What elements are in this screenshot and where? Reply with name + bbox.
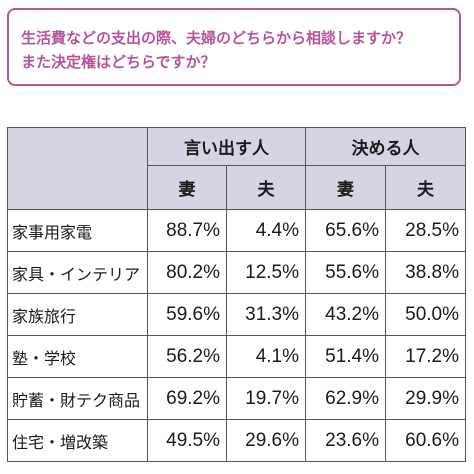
cell-value: 31.3% [226,293,306,336]
row-label: 家事用家電 [7,209,148,252]
cell-value: 38.8% [385,251,466,294]
table-row: 貯蓄・財テク商品 69.2% 19.7% 62.9% 29.9% [7,377,466,420]
subheader-decider-wife: 妻 [305,165,386,210]
cell-value: 69.2% [147,377,227,420]
cell-value: 43.2% [305,293,386,336]
table-row: 塾・学校 56.2% 4.1% 51.4% 17.2% [7,335,466,378]
question-box: 生活費などの支出の際、夫婦のどちらから相談しますか？ また決定権はどちらですか？ [7,8,461,86]
cell-value: 17.2% [385,335,466,378]
cell-value: 80.2% [147,251,227,294]
results-table: 言い出す人 決める人 妻 夫 妻 夫 家事用家電 88.7% 4.4% 65.6… [7,127,466,462]
cell-value: 59.6% [147,293,227,336]
cell-value: 49.5% [147,419,227,462]
table-row: 住宅・増改築 49.5% 29.6% 23.6% 60.6% [7,419,466,462]
question-line-2: また決定権はどちらですか？ [21,53,216,71]
cell-value: 23.6% [305,419,386,462]
table-row: 家事用家電 88.7% 4.4% 65.6% 28.5% [7,209,466,252]
table-header-row: 言い出す人 決める人 [7,127,466,210]
table-row: 家族旅行 59.6% 31.3% 43.2% 50.0% [7,293,466,336]
cell-value: 60.6% [385,419,466,462]
question-line-1: 生活費などの支出の際、夫婦のどちらから相談しますか？ [21,29,412,47]
table-row: 家具・インテリア 80.2% 12.5% 55.6% 38.8% [7,251,466,294]
row-label: 家具・インテリア [7,251,148,294]
cell-value: 4.1% [226,335,306,378]
table-corner-cell [7,127,148,210]
cell-value: 50.0% [385,293,466,336]
row-label: 住宅・増改築 [7,419,148,462]
cell-value: 19.7% [226,377,306,420]
cell-value: 29.6% [226,419,306,462]
row-label: 塾・学校 [7,335,148,378]
cell-value: 29.9% [385,377,466,420]
cell-value: 62.9% [305,377,386,420]
cell-value: 4.4% [226,209,306,252]
cell-value: 88.7% [147,209,227,252]
cell-value: 51.4% [305,335,386,378]
header-proposer: 言い出す人 [147,127,306,166]
cell-value: 55.6% [305,251,386,294]
subheader-proposer-wife: 妻 [147,165,227,210]
subheader-decider-husband: 夫 [385,165,466,210]
cell-value: 56.2% [147,335,227,378]
cell-value: 12.5% [226,251,306,294]
header-decider: 決める人 [305,127,466,166]
row-label: 家族旅行 [7,293,148,336]
table-subheader-row: 妻 夫 妻 夫 [8,165,466,210]
subheader-proposer-husband: 夫 [226,165,306,210]
cell-value: 65.6% [305,209,386,252]
cell-value: 28.5% [385,209,466,252]
row-label: 貯蓄・財テク商品 [7,377,148,420]
